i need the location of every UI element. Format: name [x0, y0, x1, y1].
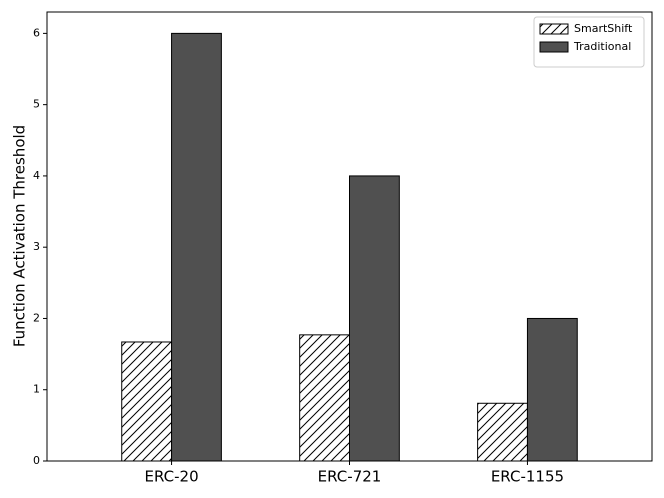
- y-tick-label: 4: [33, 169, 40, 182]
- legend-label: SmartShift: [574, 22, 633, 35]
- y-tick-label: 5: [33, 98, 40, 111]
- legend-swatch: [539, 23, 569, 35]
- legend-label: Traditional: [573, 40, 631, 53]
- legend-swatch: [539, 41, 569, 53]
- x-tick-label: ERC-1155: [491, 468, 564, 486]
- plot-frame: [46, 11, 653, 462]
- x-tick-label: ERC-20: [144, 468, 198, 486]
- bar: [171, 32, 222, 462]
- y-tick-label: 2: [33, 311, 40, 324]
- bar: [526, 317, 578, 462]
- y-tick-label: 3: [33, 240, 40, 253]
- y-tick-label: 6: [33, 26, 40, 39]
- bar: [121, 341, 173, 462]
- bar: [349, 175, 400, 462]
- y-axis-label: Function Activation Threshold: [11, 125, 29, 347]
- bar: [299, 334, 351, 462]
- x-tick-label: ERC-721: [318, 468, 382, 486]
- y-tick-label: 1: [33, 383, 40, 396]
- y-tick-label: 0: [33, 454, 40, 467]
- bar: [477, 402, 528, 462]
